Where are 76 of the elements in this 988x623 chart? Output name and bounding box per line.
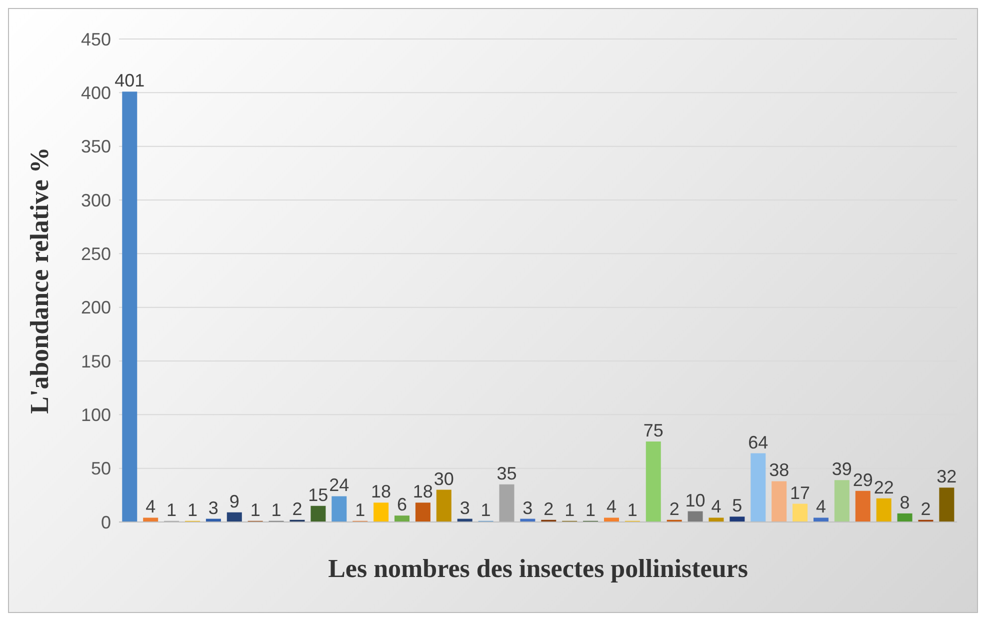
data-label: 15 [308,484,328,505]
data-label: 1 [271,500,282,520]
y-tick-label: 50 [90,458,111,479]
data-label: 3 [460,498,470,518]
bar [792,504,808,522]
data-label: 18 [371,482,392,502]
data-label: 17 [790,482,810,503]
y-tick-label: 250 [80,244,111,264]
bar [772,481,787,522]
bar [374,502,389,522]
data-label: 1 [250,500,260,520]
data-label: 3 [208,498,218,518]
bar [122,92,138,522]
y-tick-label: 200 [80,298,111,318]
y-tick-label: 400 [80,83,111,104]
y-tick-label: 350 [80,136,111,157]
y-tick-label: 100 [80,405,111,426]
data-label: 4 [816,496,826,517]
data-label: 1 [480,500,491,520]
data-label: 64 [748,432,768,452]
y-axis-title: L'abondance relative % [25,147,54,414]
data-label: 18 [412,482,433,502]
bar [855,490,870,522]
bar [226,512,242,522]
data-label: 10 [685,490,706,510]
data-label: 4 [146,496,156,517]
bar [415,502,430,522]
data-label: 401 [114,70,145,91]
data-label: 24 [329,475,350,496]
data-label: 75 [643,420,664,440]
y-tick-label: 300 [80,190,111,210]
bar [436,490,452,522]
data-label: 1 [586,500,596,520]
data-label: 6 [396,494,407,515]
bar [688,511,703,522]
bar [143,518,158,522]
y-tick-label: 450 [80,29,111,50]
bar [332,496,347,522]
data-label: 9 [229,491,240,512]
data-label: 22 [874,477,894,498]
data-label: 1 [627,500,638,520]
data-label: 38 [769,460,790,480]
bar [750,453,766,522]
data-label: 4 [711,496,722,517]
data-label: 1 [355,500,366,520]
data-label: 4 [606,496,616,517]
data-label: 3 [522,498,533,518]
y-tick-label: 0 [100,512,111,532]
bar [499,484,514,522]
bar [730,516,745,522]
bar [939,488,954,522]
data-label: 8 [900,492,910,512]
x-axis-title: Les nombres des insectes pollinisteurs [328,554,748,583]
bar [897,513,912,522]
data-label: 29 [852,470,873,490]
data-label: 2 [544,498,554,519]
data-label: 1 [564,500,575,520]
data-label: 35 [496,463,517,484]
data-label: 1 [166,500,177,520]
data-label: 30 [434,468,454,489]
data-label: 1 [187,500,198,520]
data-label: 5 [732,496,742,516]
data-label: 32 [936,466,957,487]
bar [394,516,410,522]
data-label: 39 [832,459,852,480]
bar [813,518,828,522]
data-label: 2 [292,498,302,519]
bar [646,442,661,522]
data-label: 2 [669,498,680,519]
data-label: 2 [920,498,931,519]
y-tick-label: 150 [80,351,111,372]
bar [604,518,619,522]
bar [834,480,850,522]
bar [310,506,326,522]
bar [876,498,892,522]
bar [708,518,724,522]
